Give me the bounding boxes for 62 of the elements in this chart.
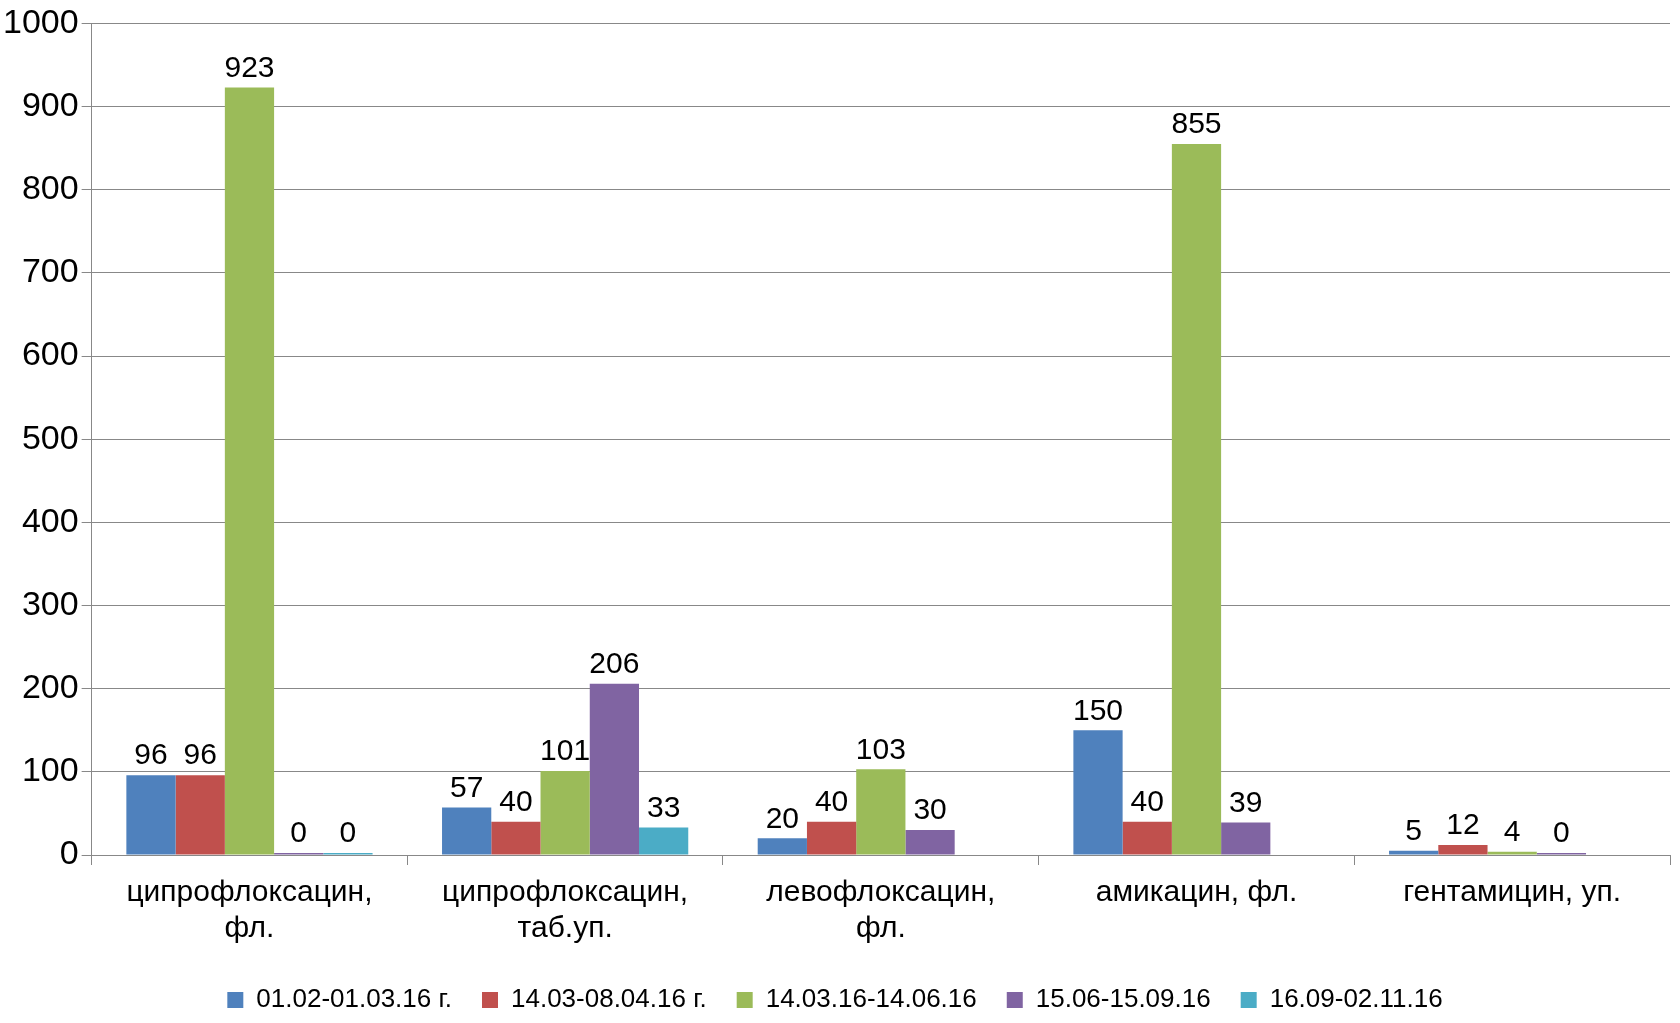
legend-label: 15.06-15.09.16 — [1035, 983, 1211, 1014]
y-tick-label: 500 — [21, 417, 79, 456]
bar — [806, 821, 857, 855]
data-label: 30 — [913, 792, 947, 826]
bar — [224, 87, 275, 855]
data-label: 40 — [499, 784, 533, 817]
data-label: 5 — [1405, 813, 1423, 847]
data-label: 0 — [1553, 815, 1570, 849]
bar — [856, 769, 906, 855]
bar — [1487, 851, 1537, 855]
data-label: 12 — [1446, 807, 1480, 841]
legend-label: 14.03.16-14.06.16 — [765, 983, 977, 1014]
bar — [1171, 143, 1222, 855]
data-label: 101 — [540, 733, 591, 767]
x-tick-label: амикацин, фл. — [1095, 874, 1298, 908]
bar — [1389, 850, 1439, 855]
y-tick-label: 400 — [21, 500, 79, 539]
legend-label: 01.02-01.03.16 г. — [256, 983, 452, 1014]
data-label: 103 — [855, 731, 906, 765]
bar — [1122, 821, 1172, 855]
bar — [540, 771, 590, 855]
data-label: 33 — [646, 789, 681, 823]
x-tick-label: ципрофлоксацин, фл. — [126, 874, 373, 944]
y-tick-label: 200 — [21, 667, 79, 706]
bar — [589, 683, 640, 855]
data-label: 40 — [814, 784, 849, 817]
data-label: 4 — [1503, 813, 1521, 847]
x-tick-label: гентамицин, уп. — [1403, 874, 1622, 908]
data-label: 40 — [1130, 784, 1164, 817]
x-tick-label: ципрофлоксацин, таб.уп. — [442, 874, 689, 944]
bar — [1221, 822, 1271, 855]
y-tick-label: 300 — [21, 583, 79, 622]
y-tick-label: 1000 — [3, 1, 79, 40]
bar — [639, 827, 689, 855]
data-label: 57 — [449, 769, 484, 803]
bar — [126, 775, 176, 855]
x-tick-label: левофлоксацин, фл. — [766, 874, 996, 944]
data-label: 96 — [183, 737, 217, 771]
bar — [905, 830, 955, 855]
data-label: 20 — [765, 800, 800, 834]
bar — [757, 838, 807, 855]
bar — [1073, 730, 1123, 855]
y-tick-label: 600 — [21, 334, 79, 373]
legend-label: 14.03-08.04.16 г. — [511, 983, 707, 1014]
y-tick-label: 900 — [21, 84, 79, 123]
data-label: 96 — [134, 737, 168, 771]
y-tick-label: 800 — [21, 168, 79, 207]
bar — [491, 821, 541, 855]
y-tick-label: 0 — [59, 833, 79, 872]
legend-label: 16.09-02.11.16 — [1269, 983, 1443, 1014]
data-label: 855 — [1171, 106, 1222, 140]
y-tick-label: 700 — [21, 251, 79, 290]
data-label: 39 — [1229, 784, 1263, 818]
bar — [1438, 845, 1488, 855]
bar — [175, 775, 225, 855]
data-label: 0 — [339, 815, 357, 849]
data-label: 923 — [224, 49, 275, 83]
y-tick-label: 100 — [21, 750, 79, 789]
data-label: 150 — [1072, 692, 1124, 726]
bar — [442, 807, 492, 855]
data-label: 206 — [589, 645, 640, 679]
data-label: 0 — [290, 815, 308, 849]
